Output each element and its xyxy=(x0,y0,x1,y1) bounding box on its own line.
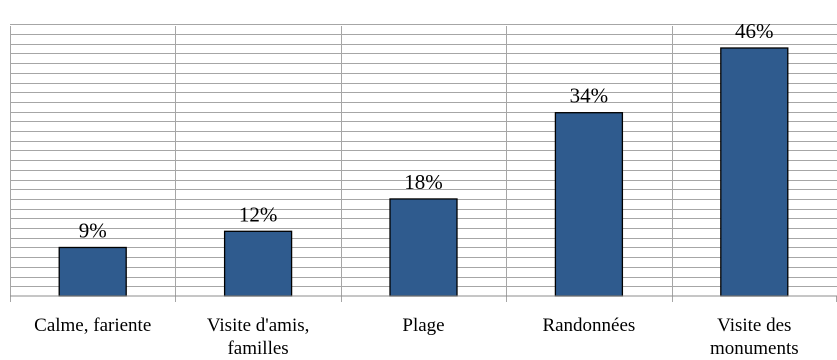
data-labels: 9% 12% 18% 34% 46% xyxy=(79,19,774,242)
bar-1 xyxy=(223,230,293,297)
data-label-2: 18% xyxy=(404,170,443,194)
bar-4 xyxy=(720,47,789,297)
category-label-2: Plage xyxy=(402,315,444,336)
data-label-1: 12% xyxy=(239,202,278,226)
bar-3 xyxy=(554,112,624,297)
data-label-3: 34% xyxy=(570,84,609,108)
category-label-1-line-1: familles xyxy=(227,338,288,359)
category-label-3: Randonnées xyxy=(542,315,635,336)
bar-2 xyxy=(389,198,458,297)
data-label-0: 9% xyxy=(79,218,107,242)
bar-0 xyxy=(58,246,127,297)
category-label-4-line-1: monuments xyxy=(710,338,799,359)
data-label-4: 46% xyxy=(735,19,774,43)
category-label-4-line-0: Visite des xyxy=(717,315,791,336)
bars xyxy=(58,47,789,297)
gridlines xyxy=(10,24,837,302)
category-label-0: Calme, fariente xyxy=(34,315,151,336)
category-labels: Calme, fariente Visite d'amis,familles Pla… xyxy=(34,315,798,359)
category-label-1-line-0: Visite d'amis, xyxy=(207,315,310,336)
